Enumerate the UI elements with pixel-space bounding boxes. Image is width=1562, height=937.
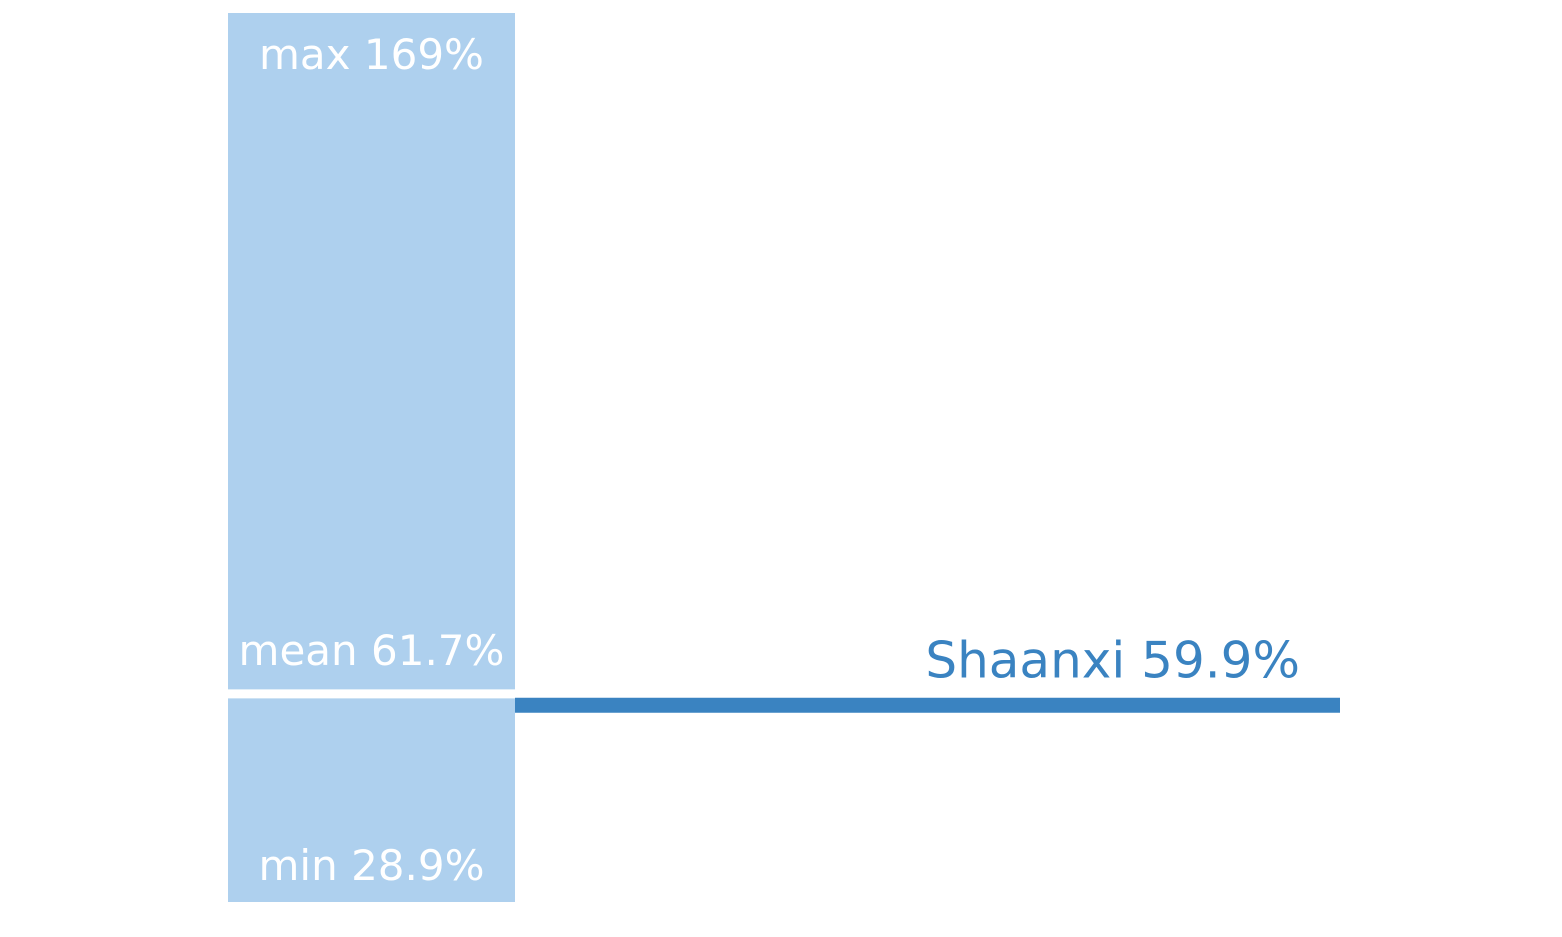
- stat-value: 169%: [364, 30, 484, 79]
- stat-name: max: [259, 30, 351, 79]
- range-lower: [228, 698, 515, 902]
- stat-label: min 28.9%: [259, 841, 485, 890]
- range-upper: [228, 13, 515, 690]
- stat-name: mean: [239, 625, 358, 674]
- highlight-value: 59.9%: [1141, 631, 1300, 689]
- highlight-name: Shaanxi: [925, 631, 1125, 689]
- stat-label: max 169%: [259, 30, 484, 79]
- stat-name: min: [259, 841, 338, 890]
- stat-value: 28.9%: [351, 841, 484, 890]
- stat-label: mean 61.7%: [239, 625, 505, 674]
- highlight-label: Shaanxi 59.9%: [925, 631, 1300, 689]
- stat-value: 61.7%: [371, 625, 504, 674]
